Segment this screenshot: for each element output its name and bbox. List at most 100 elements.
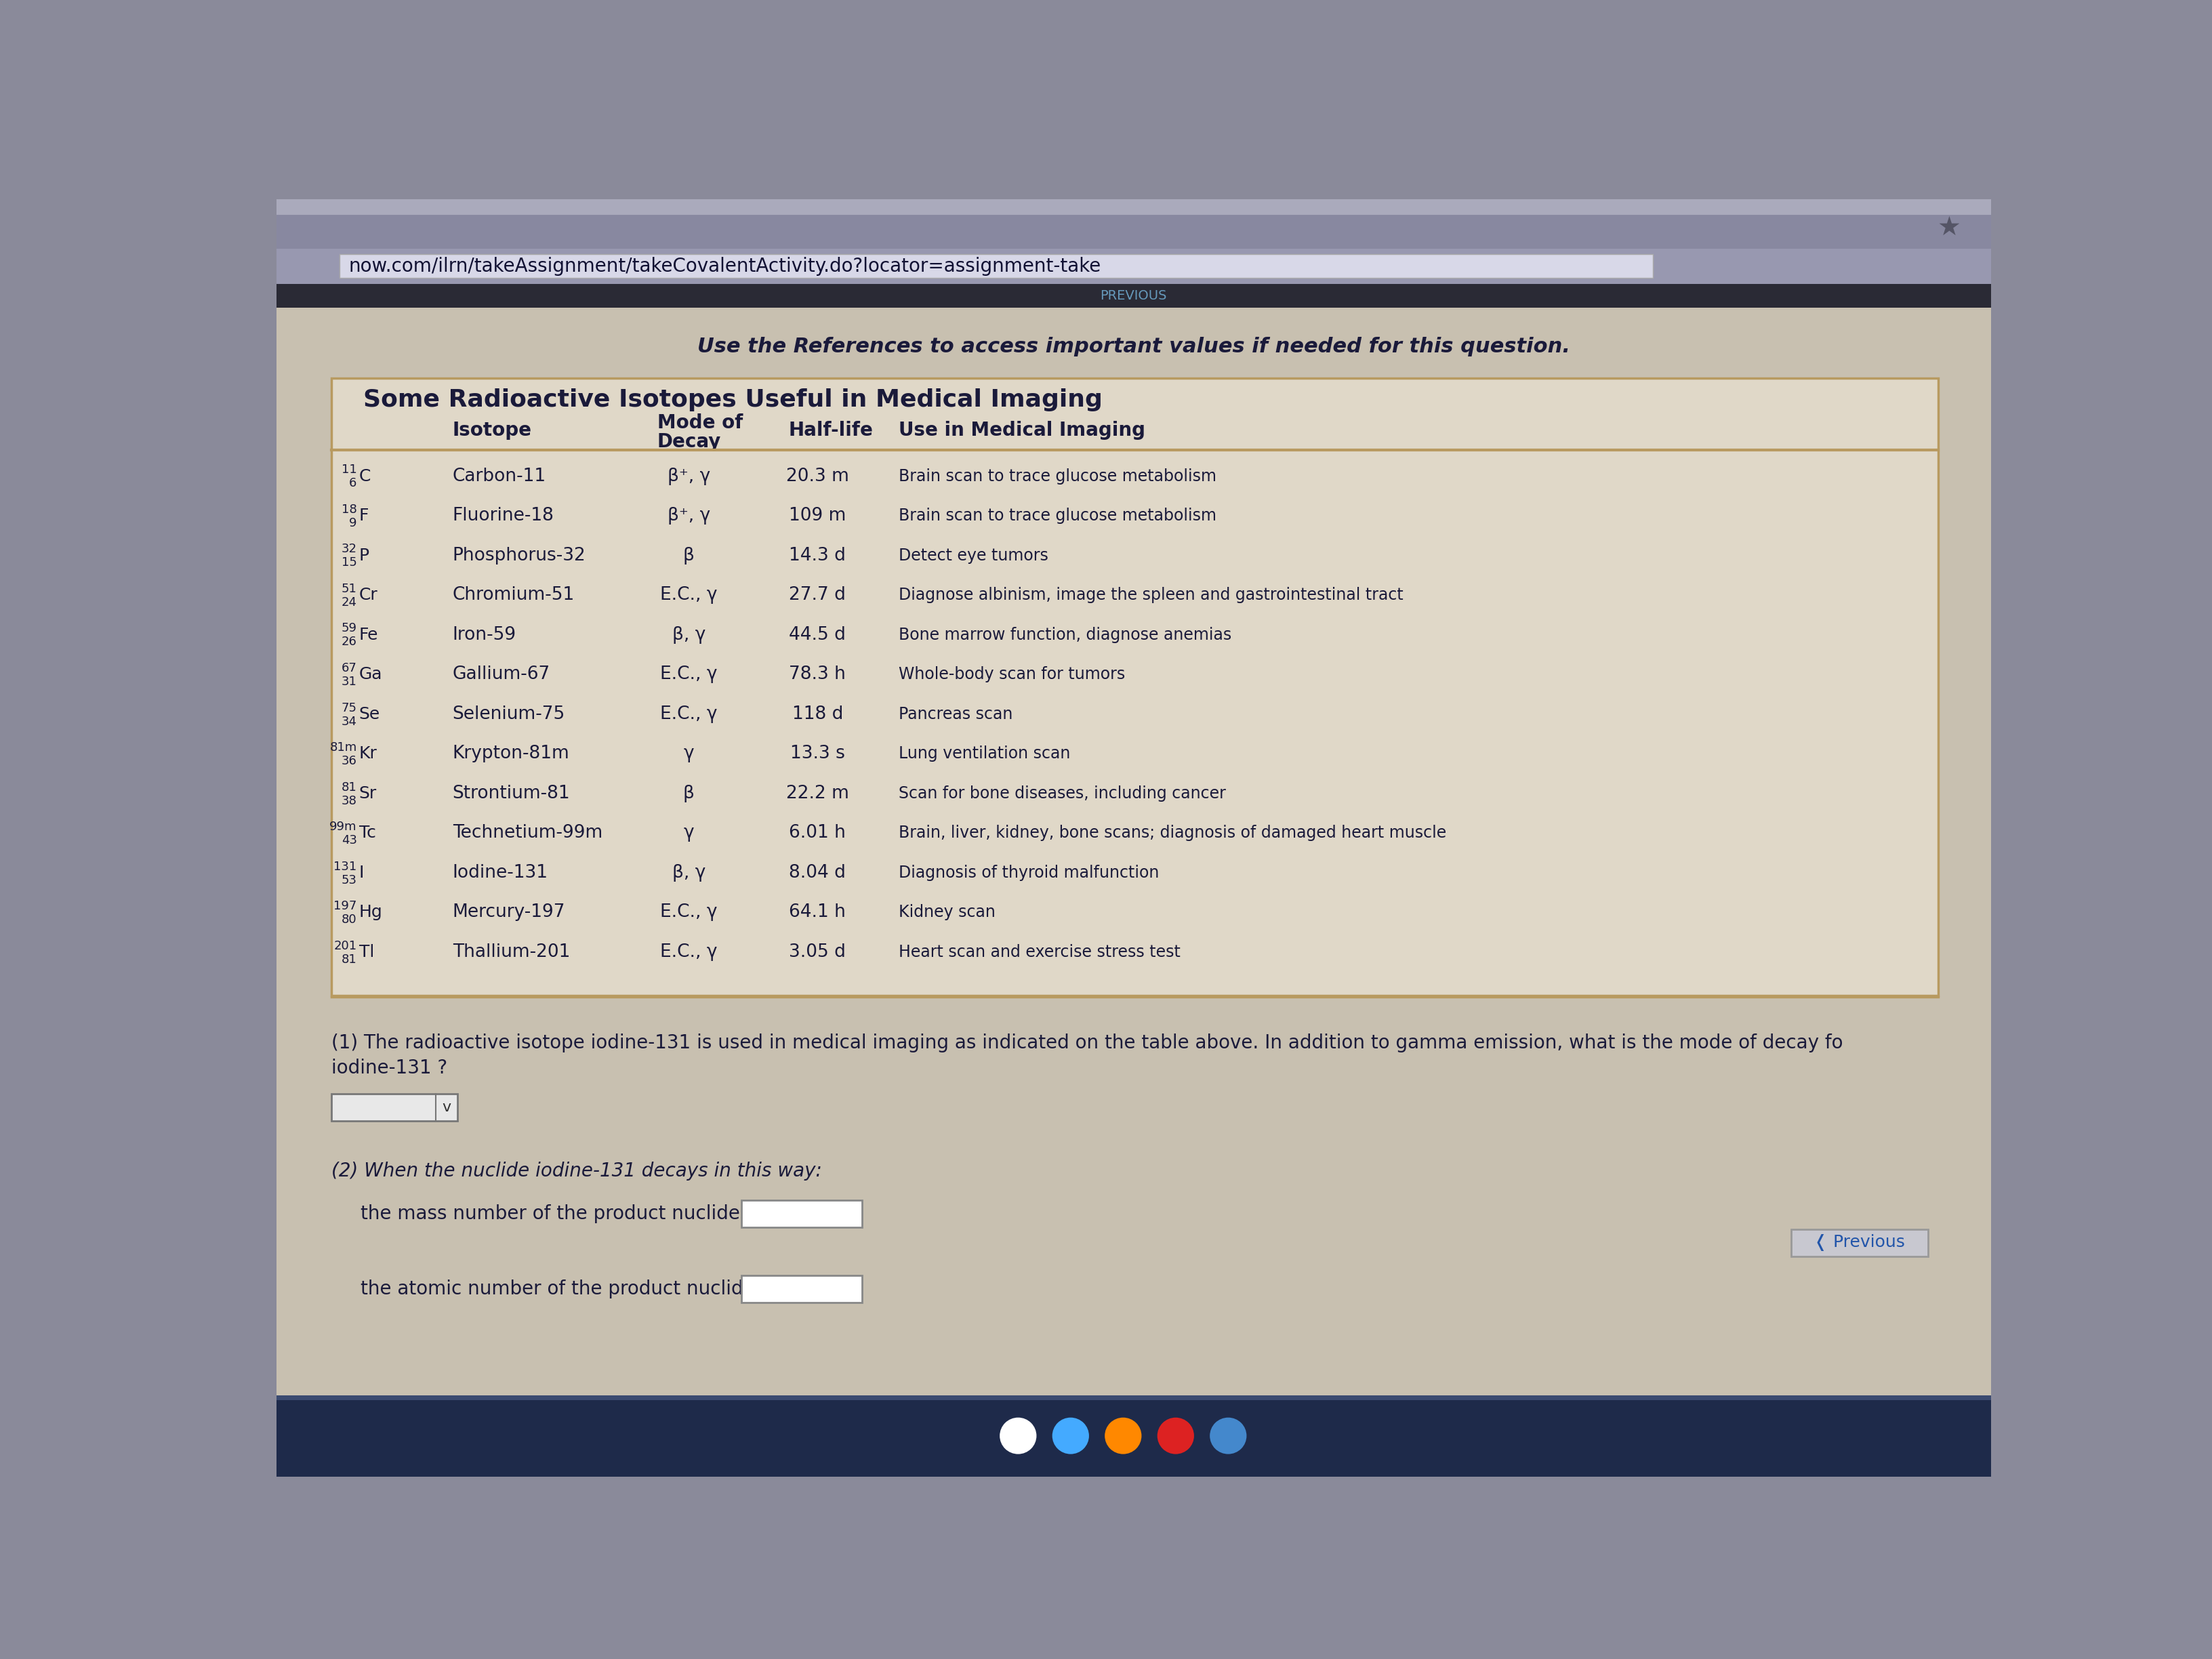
Text: 81: 81	[341, 781, 356, 793]
Text: Thallium-201: Thallium-201	[453, 944, 571, 961]
Circle shape	[1053, 1417, 1088, 1453]
Text: 80: 80	[341, 914, 356, 926]
Text: 75: 75	[341, 702, 356, 713]
Text: 6.01 h: 6.01 h	[790, 825, 845, 841]
Text: Phosphorus-32: Phosphorus-32	[453, 547, 586, 564]
Text: 14.3 d: 14.3 d	[790, 547, 845, 564]
Text: 59: 59	[341, 622, 356, 635]
Text: 201: 201	[334, 939, 356, 952]
Circle shape	[1157, 1417, 1194, 1453]
Text: Cr: Cr	[358, 587, 378, 604]
Bar	[276, 307, 1991, 1407]
Text: Some Radioactive Isotopes Useful in Medical Imaging: Some Radioactive Isotopes Useful in Medi…	[363, 388, 1102, 411]
Text: Decay: Decay	[657, 433, 721, 451]
Text: 13.3 s: 13.3 s	[790, 745, 845, 763]
Text: Pancreas scan: Pancreas scan	[898, 707, 1013, 722]
Text: Isotope: Isotope	[453, 421, 531, 440]
Text: β: β	[684, 547, 695, 564]
Text: Gallium-67: Gallium-67	[453, 665, 551, 684]
Text: Bone marrow function, diagnose anemias: Bone marrow function, diagnose anemias	[898, 627, 1232, 644]
Text: (2) When the nuclide iodine-131 decays in this way:: (2) When the nuclide iodine-131 decays i…	[332, 1161, 823, 1180]
Text: Se: Se	[358, 707, 380, 722]
Text: Use in Medical Imaging: Use in Medical Imaging	[898, 421, 1146, 440]
Text: Kr: Kr	[358, 745, 378, 761]
Text: Hg: Hg	[358, 904, 383, 921]
Text: 118 d: 118 d	[792, 705, 843, 723]
Text: E.C., γ: E.C., γ	[659, 586, 717, 604]
Text: 22.2 m: 22.2 m	[785, 785, 849, 803]
Text: 78.3 h: 78.3 h	[790, 665, 845, 684]
Text: P: P	[358, 547, 369, 564]
Text: now.com/ilrn/takeAssignment/takeCovalentActivity.do?locator=assignment-take: now.com/ilrn/takeAssignment/takeCovalent…	[349, 257, 1102, 275]
Bar	[1792, 1229, 1929, 1256]
Text: PREVIOUS: PREVIOUS	[1099, 289, 1168, 302]
Bar	[332, 378, 1938, 995]
Text: 3.05 d: 3.05 d	[790, 944, 845, 961]
Text: 20.3 m: 20.3 m	[785, 468, 849, 484]
Text: the mass number of the product nuclide is:: the mass number of the product nuclide i…	[361, 1204, 768, 1223]
Text: the atomic number of the product nuclide is:: the atomic number of the product nuclide…	[361, 1279, 783, 1299]
Text: 53: 53	[341, 874, 356, 886]
Text: Half-life: Half-life	[790, 421, 874, 440]
Circle shape	[1210, 1417, 1248, 1453]
Text: Brain scan to trace glucose metabolism: Brain scan to trace glucose metabolism	[898, 508, 1217, 524]
Bar	[338, 254, 1652, 277]
Text: Whole-body scan for tumors: Whole-body scan for tumors	[898, 667, 1126, 682]
Text: β: β	[684, 785, 695, 803]
Text: 36: 36	[341, 755, 356, 766]
Text: 81m: 81m	[330, 742, 356, 753]
Text: β⁺, γ: β⁺, γ	[668, 468, 710, 484]
Text: Krypton-81m: Krypton-81m	[453, 745, 568, 763]
Text: Diagnose albinism, image the spleen and gastrointestinal tract: Diagnose albinism, image the spleen and …	[898, 587, 1405, 604]
Text: Iodine-131: Iodine-131	[453, 864, 549, 881]
Text: β, γ: β, γ	[672, 864, 706, 881]
Text: Fe: Fe	[358, 627, 378, 644]
Text: 131: 131	[334, 861, 356, 873]
Text: Lung ventilation scan: Lung ventilation scan	[898, 745, 1071, 761]
Bar	[276, 199, 1991, 214]
Bar	[276, 284, 1991, 307]
Text: 109 m: 109 m	[790, 508, 845, 524]
Text: (1) The radioactive isotope iodine-131 is used in medical imaging as indicated o: (1) The radioactive isotope iodine-131 i…	[332, 1034, 1843, 1052]
Text: 31: 31	[341, 675, 356, 688]
Bar	[276, 249, 1991, 284]
Text: ★: ★	[1938, 216, 1960, 241]
Text: β⁺, γ: β⁺, γ	[668, 508, 710, 524]
Text: C: C	[358, 468, 372, 484]
Text: β, γ: β, γ	[672, 625, 706, 644]
Circle shape	[1000, 1417, 1037, 1453]
Text: F: F	[358, 508, 369, 524]
Text: Brain, liver, kidney, bone scans; diagnosis of damaged heart muscle: Brain, liver, kidney, bone scans; diagno…	[898, 825, 1447, 841]
Bar	[741, 1199, 863, 1228]
Text: 44.5 d: 44.5 d	[790, 625, 845, 644]
Text: 9: 9	[349, 518, 356, 529]
Text: 24: 24	[341, 596, 356, 609]
Text: 67: 67	[341, 662, 356, 674]
Text: Heart scan and exercise stress test: Heart scan and exercise stress test	[898, 944, 1181, 961]
Text: Use the References to access important values if needed for this question.: Use the References to access important v…	[697, 337, 1571, 357]
Text: Mercury-197: Mercury-197	[453, 904, 566, 921]
Text: 26: 26	[341, 635, 356, 649]
Bar	[276, 199, 1991, 249]
Text: Tc: Tc	[358, 825, 376, 841]
Text: γ: γ	[684, 745, 695, 763]
Text: Ga: Ga	[358, 667, 383, 682]
Text: I: I	[358, 864, 365, 881]
Text: 99m: 99m	[330, 821, 356, 833]
Bar	[741, 1276, 863, 1302]
Text: Selenium-75: Selenium-75	[453, 705, 564, 723]
Text: 6: 6	[349, 478, 356, 489]
Text: iodine-131 ?: iodine-131 ?	[332, 1058, 447, 1077]
Text: Scan for bone diseases, including cancer: Scan for bone diseases, including cancer	[898, 785, 1225, 801]
Text: 64.1 h: 64.1 h	[790, 904, 845, 921]
Text: 27.7 d: 27.7 d	[790, 586, 845, 604]
Text: Chromium-51: Chromium-51	[453, 586, 575, 604]
Text: Carbon-11: Carbon-11	[453, 468, 546, 484]
Text: 32: 32	[341, 542, 356, 556]
Text: E.C., γ: E.C., γ	[659, 665, 717, 684]
Text: Technetium-99m: Technetium-99m	[453, 825, 602, 841]
Text: Fluorine-18: Fluorine-18	[453, 508, 553, 524]
Text: Strontium-81: Strontium-81	[453, 785, 571, 803]
Text: Detect eye tumors: Detect eye tumors	[898, 547, 1048, 564]
Text: 197: 197	[334, 901, 356, 912]
